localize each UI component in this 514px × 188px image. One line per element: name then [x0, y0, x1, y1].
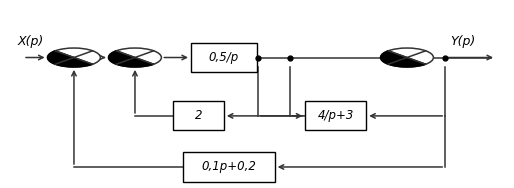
FancyBboxPatch shape — [305, 101, 366, 130]
Polygon shape — [116, 58, 154, 67]
Polygon shape — [56, 58, 93, 67]
Polygon shape — [380, 51, 407, 64]
Text: 2: 2 — [195, 109, 203, 122]
Polygon shape — [388, 58, 426, 67]
FancyBboxPatch shape — [173, 101, 224, 130]
Text: 4/p+3: 4/p+3 — [318, 109, 354, 122]
FancyBboxPatch shape — [191, 43, 257, 72]
Circle shape — [108, 48, 161, 67]
Polygon shape — [108, 51, 135, 64]
Text: 0,5/p: 0,5/p — [209, 51, 239, 64]
Text: Y(p): Y(p) — [450, 35, 475, 48]
Text: X(p): X(p) — [18, 35, 44, 48]
Polygon shape — [47, 51, 74, 64]
FancyBboxPatch shape — [183, 152, 275, 182]
Circle shape — [47, 48, 100, 67]
Circle shape — [380, 48, 433, 67]
Text: 0,1p+0,2: 0,1p+0,2 — [201, 161, 256, 174]
